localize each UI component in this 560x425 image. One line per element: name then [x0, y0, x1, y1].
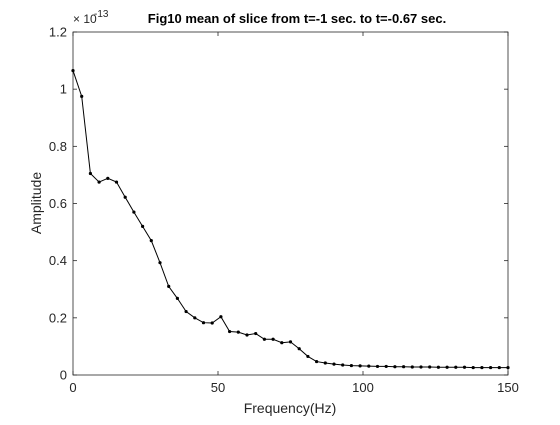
data-point: [393, 365, 396, 368]
data-point: [402, 365, 405, 368]
x-axis-label: Frequency(Hz): [244, 400, 337, 416]
y-tick-label: 1.2: [49, 25, 67, 40]
data-point: [219, 315, 222, 318]
data-point: [185, 310, 188, 313]
data-point: [132, 210, 135, 213]
y-tick-label: 0.6: [49, 196, 67, 211]
y-exponent-power: -13: [94, 9, 109, 20]
data-point: [376, 365, 379, 368]
data-point: [411, 365, 414, 368]
x-tick-label: 150: [497, 380, 519, 395]
axes: [73, 32, 508, 375]
data-point: [350, 364, 353, 367]
data-point: [446, 366, 449, 369]
data-point: [245, 333, 248, 336]
data-point: [315, 360, 318, 363]
data-point: [176, 297, 179, 300]
series: [71, 69, 509, 369]
data-point: [80, 95, 83, 98]
data-point: [263, 338, 266, 341]
y-tick-label: 0.8: [49, 139, 67, 154]
data-point: [141, 225, 144, 228]
data-point: [332, 363, 335, 366]
data-point: [359, 364, 362, 367]
plot-area-box: [73, 32, 508, 375]
data-point: [167, 285, 170, 288]
data-point: [428, 365, 431, 368]
data-point: [472, 366, 475, 369]
data-point: [498, 366, 501, 369]
data-point: [489, 366, 492, 369]
data-point: [237, 331, 240, 334]
data-point: [437, 366, 440, 369]
data-point: [506, 366, 509, 369]
data-point: [71, 69, 74, 72]
data-point: [158, 261, 161, 264]
data-point: [463, 366, 466, 369]
data-point: [89, 172, 92, 175]
data-point: [324, 361, 327, 364]
data-point: [306, 355, 309, 358]
series-line: [73, 71, 508, 368]
data-point: [272, 338, 275, 341]
x-tick-label: 50: [211, 380, 225, 395]
data-point: [211, 321, 214, 324]
data-point: [150, 239, 153, 242]
data-point: [254, 332, 257, 335]
data-point: [202, 321, 205, 324]
data-point: [419, 365, 422, 368]
data-point: [367, 365, 370, 368]
data-point: [289, 340, 292, 343]
ticks: 0 50 100 150 0 0.2 0.4 0.6 0.8 1 1.2: [49, 25, 519, 396]
data-point: [298, 347, 301, 350]
data-point: [341, 363, 344, 366]
y-axis-label: Amplitude: [28, 172, 44, 234]
y-tick-label: 0: [60, 368, 67, 383]
data-point: [106, 177, 109, 180]
chart-title: Fig10 mean of slice from t=-1 sec. to t=…: [148, 11, 446, 26]
data-point: [124, 196, 127, 199]
data-point: [454, 366, 457, 369]
y-tick-label: 1: [60, 82, 67, 97]
data-point: [280, 341, 283, 344]
data-point: [193, 316, 196, 319]
data-point: [385, 365, 388, 368]
y-tick-label: 0.4: [49, 253, 67, 268]
data-point: [480, 366, 483, 369]
data-point: [228, 330, 231, 333]
x-tick-label: 100: [352, 380, 374, 395]
data-point: [115, 180, 118, 183]
y-tick-label: 0.2: [49, 310, 67, 325]
x-tick-label: 0: [69, 380, 76, 395]
data-point: [98, 180, 101, 183]
